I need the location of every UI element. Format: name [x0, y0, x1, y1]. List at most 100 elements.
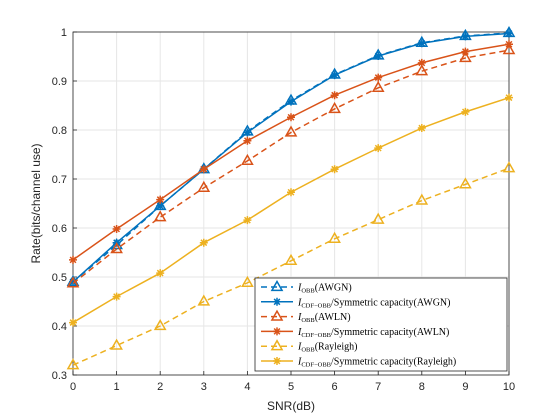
data-point-marker	[417, 39, 426, 48]
x-tick-label: 8	[419, 381, 425, 393]
data-point-marker	[69, 277, 77, 286]
data-point-marker	[197, 294, 211, 306]
data-point-marker	[156, 269, 165, 278]
data-point-marker	[505, 40, 513, 49]
data-series	[66, 25, 516, 370]
data-point-marker	[199, 165, 208, 174]
x-tick-label: 7	[375, 381, 381, 393]
legend-label: ICDF−OBB/Symmetric capacity(AWGN)	[297, 297, 450, 309]
series-line	[72, 167, 510, 366]
legend-label-symbol: I	[297, 327, 302, 338]
data-point-marker	[328, 231, 341, 243]
y-tick-label: 0.7	[52, 174, 67, 186]
legend-box	[254, 277, 508, 372]
legend-label-symbol: I	[297, 357, 302, 368]
legend-item: ICDF−OBB/Symmetric capacity(AWLN)	[261, 327, 449, 339]
legend-label: IOBB(AWGN)	[297, 283, 352, 295]
legend-label-text: (AWLN)	[315, 312, 351, 323]
legend-label-text: /Symmetric capacity(AWGN)	[331, 297, 450, 308]
legend-marker	[273, 297, 281, 306]
data-point-marker	[66, 358, 80, 370]
legend-label-subscript: CDF−OBB	[301, 302, 331, 309]
data-point-marker	[197, 180, 211, 192]
legend-label-subscript: CDF−OBB	[301, 362, 331, 369]
series-3	[66, 43, 516, 288]
x-tick-label: 1	[114, 381, 120, 393]
y-tick-label: 1	[61, 27, 67, 39]
y-axis-ticks: 0.3 0.4 0.5 0.6 0.7 0.8 0.9 1	[52, 27, 77, 382]
data-point-marker	[461, 32, 470, 41]
legend-marker	[273, 327, 281, 336]
data-point-marker	[415, 193, 429, 205]
data-point-marker	[371, 212, 385, 224]
data-point-marker	[417, 124, 426, 133]
legend-marker	[270, 339, 284, 351]
legend-label: IOBB(AWLN)	[297, 312, 351, 324]
x-tick-label: 0	[70, 381, 76, 393]
series-5	[66, 161, 516, 370]
data-point-marker	[287, 188, 295, 197]
x-tick-label: 9	[462, 381, 468, 393]
data-point-marker	[461, 107, 470, 116]
x-tick-label: 2	[157, 381, 163, 393]
legend-label-subscript: CDF−OBB	[301, 332, 331, 339]
legend-marker	[273, 357, 281, 365]
legend-item: IOBB(AWGN)	[261, 279, 352, 295]
data-point-marker	[284, 253, 298, 265]
data-point-marker	[287, 97, 295, 106]
data-point-marker	[243, 216, 252, 225]
y-tick-label: 0.6	[52, 223, 67, 235]
y-tick-label: 0.9	[52, 76, 67, 88]
data-point-marker	[110, 242, 123, 254]
legend: IOBB(AWGN)ICDF−OBB/Symmetric capacity(AW…	[254, 277, 508, 372]
data-point-marker	[374, 73, 383, 82]
data-point-marker	[287, 113, 295, 122]
data-point-marker	[330, 91, 339, 100]
series-6	[69, 93, 513, 327]
data-point-marker	[112, 292, 121, 301]
data-point-marker	[69, 318, 77, 327]
data-point-marker	[112, 224, 121, 233]
series-4	[69, 40, 513, 264]
y-axis-label: Rate(bits/channel use)	[29, 143, 43, 263]
data-point-marker	[199, 238, 208, 247]
data-point-marker	[328, 101, 341, 114]
data-point-marker	[502, 43, 516, 55]
data-point-marker	[505, 29, 513, 38]
data-point-marker	[241, 153, 254, 166]
data-point-marker	[459, 50, 472, 63]
legend-item: IOBB(AWLN)	[261, 309, 351, 324]
y-tick-label: 0.8	[52, 125, 67, 137]
legend-label-subscript: OBB	[301, 347, 315, 354]
legend-item: ICDF−OBB/Symmetric capacity(AWGN)	[261, 297, 450, 309]
data-point-marker	[415, 64, 429, 76]
y-tick-label: 0.4	[52, 321, 67, 333]
data-point-marker	[330, 165, 339, 174]
legend-item: ICDF−OBB/Symmetric capacity(Rayleigh)	[261, 357, 456, 369]
x-axis-ticks: 0 1 2 3 4 5 6 7 8 9 10	[70, 371, 515, 393]
legend-label-symbol: I	[297, 283, 302, 294]
x-axis-label: SNR(dB)	[267, 399, 315, 413]
y-tick-label: 0.3	[52, 370, 67, 382]
data-point-marker	[243, 136, 252, 145]
data-point-marker	[153, 318, 167, 331]
legend-label: ICDF−OBB/Symmetric capacity(Rayleigh)	[297, 357, 456, 369]
y-tick-label: 0.5	[52, 272, 67, 284]
data-point-marker	[330, 71, 339, 80]
legend-label-subscript: OBB	[301, 288, 315, 295]
legend-label: IOBB(Rayleigh)	[297, 342, 357, 354]
data-point-marker	[417, 58, 426, 67]
legend-label-text: /Symmetric capacity(Rayleigh)	[331, 357, 456, 368]
data-point-marker	[371, 80, 385, 93]
data-point-marker	[284, 125, 298, 137]
x-tick-label: 4	[244, 381, 250, 393]
data-point-marker	[153, 210, 167, 222]
data-point-marker	[156, 195, 165, 204]
x-tick-label: 10	[503, 381, 515, 393]
legend-marker	[270, 309, 284, 321]
legend-marker	[270, 279, 284, 292]
data-point-marker	[69, 255, 77, 264]
data-point-marker	[156, 201, 165, 210]
legend-label-symbol: I	[297, 297, 302, 308]
legend-label-subscript: OBB	[301, 317, 315, 324]
